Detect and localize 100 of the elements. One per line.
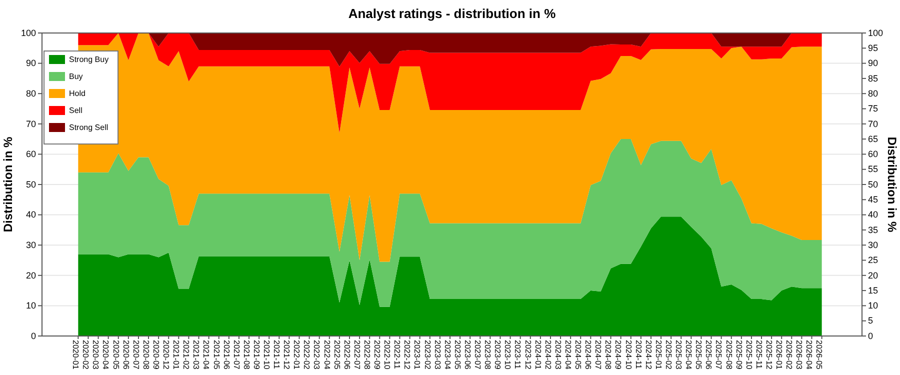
y2-tick-label: 80 (868, 88, 878, 98)
x-tick-label: 2024-10 (624, 340, 633, 370)
legend-label: Buy (69, 72, 83, 82)
x-tick-label: 2020-12 (162, 340, 171, 370)
x-tick-label: 2026-01 (774, 340, 784, 370)
y2-tick-label: 5 (868, 316, 874, 326)
x-tick-label: 2025-03 (674, 340, 684, 370)
x-tick-label: 2020-06 (121, 340, 130, 370)
x-tick-label: 2021-10 (262, 340, 271, 370)
legend-label: Strong Sell (69, 123, 108, 132)
x-tick-label: 2022-04 (322, 340, 332, 370)
x-tick-label: 2022-01 (292, 340, 302, 370)
y-tick-label: 10 (26, 300, 36, 311)
y2-tick-label: 60 (868, 149, 878, 160)
x-tick-label: 2024-05 (574, 340, 583, 370)
x-tick-label: 2021-08 (242, 340, 251, 370)
x-tick-label: 2020-08 (141, 340, 150, 370)
y2-tick-label: 85 (868, 73, 878, 84)
x-tick-label: 2021-07 (232, 340, 241, 370)
x-tick-label: 2025-08 (724, 340, 734, 370)
x-tick-label: 2024-02 (543, 340, 552, 370)
x-tick-label: 2022-03 (312, 340, 322, 370)
x-tick-label: 2024-03 (553, 340, 562, 370)
y-tick-label: 30 (26, 240, 36, 250)
legend-label: Sell (69, 106, 83, 116)
x-tick-label: 2022-08 (362, 340, 372, 370)
x-tick-label: 2020-05 (111, 340, 120, 370)
x-tick-label: 2022-10 (382, 340, 392, 370)
x-tick-label: 2023-06 (462, 340, 472, 370)
x-tick-label: 2020-04 (101, 340, 110, 370)
x-tick-label: 2026-02 (784, 340, 794, 370)
x-tick-label: 2022-02 (302, 340, 312, 370)
x-tick-label: 2025-09 (734, 340, 744, 370)
y-axis-title: Distribution in % (1, 136, 15, 232)
y2-tick-label: 45 (868, 194, 878, 205)
x-tick-label: 2024-07 (594, 340, 603, 370)
x-tick-label: 2020-07 (131, 340, 140, 370)
legend-label: Strong Buy (69, 55, 109, 64)
y2-tick-label: 90 (868, 58, 878, 68)
y2-tick-label: 70 (868, 118, 878, 129)
x-tick-label: 2026-05 (814, 340, 824, 370)
x-tick-label: 2024-04 (563, 340, 572, 370)
x-tick-label: 2023-12 (523, 340, 532, 370)
y-tick-label: 100 (20, 28, 36, 38)
x-tick-label: 2023-11 (513, 340, 522, 370)
x-tick-label: 2021-02 (182, 340, 191, 370)
x-tick-label: 2021-04 (202, 340, 211, 370)
x-tick-label: 2023-03 (432, 340, 442, 370)
x-tick-label: 2022-09 (372, 340, 382, 370)
y2-tick-label: 100 (868, 28, 884, 38)
y-tick-label: 60 (26, 149, 36, 160)
x-tick-label: 2024-09 (614, 340, 623, 370)
y2-tick-label: 95 (868, 43, 878, 54)
y-tick-label: 80 (26, 88, 36, 98)
x-tick-label: 2020-02 (81, 340, 90, 370)
x-tick-label: 2026-03 (794, 340, 804, 370)
x-tick-label: 2024-01 (533, 340, 542, 370)
x-tick-label: 2022-06 (342, 340, 352, 370)
x-tick-label: 2025-07 (714, 340, 724, 370)
x-tick-label: 2021-12 (282, 340, 292, 370)
x-tick-label: 2023-02 (422, 340, 432, 370)
x-tick-label: 2021-01 (172, 340, 181, 370)
x-tick-label: 2022-12 (402, 340, 412, 370)
x-tick-label: 2024-08 (604, 340, 613, 370)
legend-label: Hold (69, 89, 86, 98)
x-tick-label: 2020-09 (151, 340, 160, 370)
y-tick-label: 50 (26, 179, 36, 190)
y2-tick-label: 0 (868, 330, 874, 341)
x-tick-label: 2023-08 (483, 340, 492, 370)
x-tick-label: 2020-03 (91, 340, 100, 370)
y-tick-label: 40 (26, 210, 36, 220)
x-tick-label: 2024-06 (584, 340, 593, 370)
y2-tick-label: 20 (868, 270, 878, 280)
x-tick-label: 2026-04 (804, 340, 814, 370)
y2-tick-label: 25 (868, 255, 878, 266)
x-tick-label: 2022-05 (332, 340, 342, 370)
x-tick-label: 2021-09 (252, 340, 261, 370)
x-tick-label: 2025-11 (754, 340, 764, 370)
y2-tick-label: 15 (868, 285, 878, 296)
y2-tick-label: 40 (868, 210, 878, 220)
x-tick-label: 2022-07 (352, 340, 362, 370)
x-tick-label: 2021-03 (192, 340, 201, 370)
x-tick-label: 2025-05 (694, 340, 704, 370)
y2-tick-label: 30 (868, 240, 878, 250)
y2-tick-label: 55 (868, 164, 878, 174)
x-tick-label: 2023-09 (493, 340, 502, 370)
y-tick-label: 20 (26, 270, 36, 280)
y2-tick-label: 75 (868, 104, 878, 114)
x-tick-label: 2024-12 (644, 340, 653, 370)
y2-tick-label: 35 (868, 224, 878, 235)
x-tick-label: 2021-05 (212, 340, 221, 370)
x-tick-label: 2023-04 (442, 340, 452, 370)
y2-axis-title: Distribution in % (885, 136, 899, 232)
y-tick-label: 90 (26, 58, 36, 68)
x-tick-label: 2023-10 (503, 340, 512, 370)
chart-title: Analyst ratings - distribution in % (348, 6, 556, 21)
y2-tick-label: 65 (868, 134, 878, 144)
x-tick-label: 2023-01 (412, 340, 422, 370)
x-tick-label: 2022-11 (392, 340, 402, 370)
x-tick-label: 2025-01 (654, 340, 663, 370)
